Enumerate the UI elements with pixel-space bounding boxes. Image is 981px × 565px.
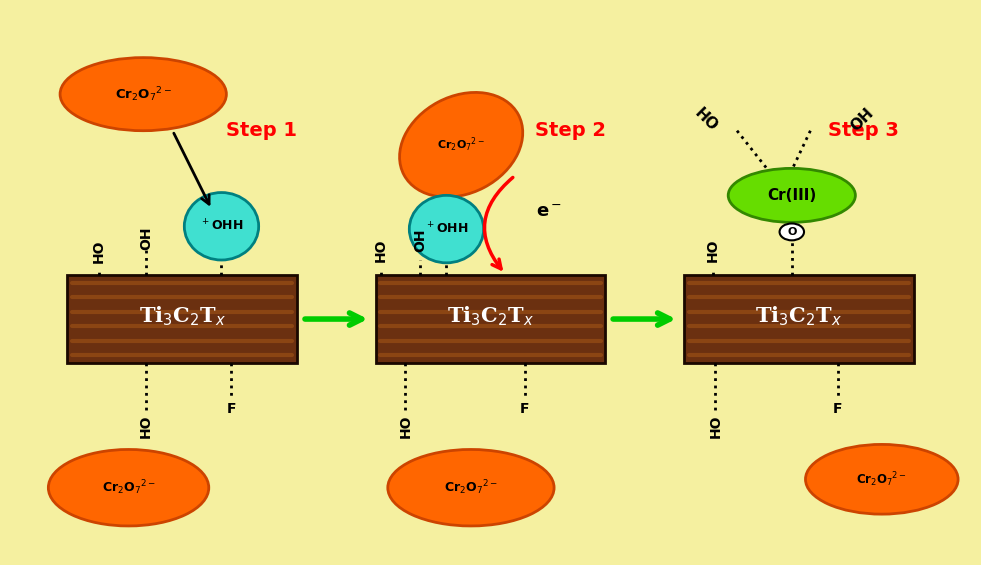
Text: OH: OH	[848, 105, 877, 134]
Text: HO: HO	[705, 238, 719, 262]
Text: HO: HO	[139, 414, 153, 438]
Ellipse shape	[728, 168, 855, 223]
Text: Step 3: Step 3	[828, 121, 899, 140]
FancyBboxPatch shape	[68, 276, 297, 363]
Text: Step 2: Step 2	[535, 121, 605, 140]
Text: HO: HO	[708, 414, 722, 438]
Text: $^+$OHH: $^+$OHH	[425, 221, 468, 237]
Text: Cr$_2$O$_7$$^{2-}$: Cr$_2$O$_7$$^{2-}$	[115, 85, 172, 103]
Text: F: F	[833, 402, 843, 416]
Text: HO: HO	[92, 240, 106, 263]
Text: Cr(III): Cr(III)	[767, 188, 816, 203]
Text: Cr$_2$O$_7$$^{2-}$: Cr$_2$O$_7$$^{2-}$	[856, 470, 907, 489]
FancyBboxPatch shape	[684, 276, 913, 363]
Ellipse shape	[805, 445, 958, 514]
Ellipse shape	[387, 450, 554, 526]
Ellipse shape	[60, 58, 227, 131]
Text: HO: HO	[692, 105, 720, 134]
Text: OH: OH	[413, 228, 427, 251]
FancyArrowPatch shape	[485, 177, 513, 269]
Text: $^+$OHH: $^+$OHH	[200, 219, 243, 234]
Text: Cr$_2$O$_7$$^{2-}$: Cr$_2$O$_7$$^{2-}$	[444, 479, 497, 497]
FancyBboxPatch shape	[376, 276, 605, 363]
Ellipse shape	[780, 224, 804, 240]
Text: Ti$_3$C$_2$T$_x$: Ti$_3$C$_2$T$_x$	[755, 305, 842, 328]
Text: e$^-$: e$^-$	[537, 203, 562, 221]
Text: F: F	[227, 402, 236, 416]
Ellipse shape	[409, 195, 484, 263]
Text: F: F	[520, 402, 530, 416]
Text: O: O	[787, 227, 797, 237]
Text: Step 1: Step 1	[227, 121, 297, 140]
Ellipse shape	[399, 93, 523, 197]
Text: Cr$_2$O$_7$$^{2-}$: Cr$_2$O$_7$$^{2-}$	[438, 136, 486, 154]
Ellipse shape	[184, 193, 259, 260]
Text: HO: HO	[374, 238, 387, 262]
Text: Ti$_3$C$_2$T$_x$: Ti$_3$C$_2$T$_x$	[139, 305, 226, 328]
Ellipse shape	[48, 450, 209, 526]
Text: HO: HO	[398, 414, 412, 438]
Text: OH: OH	[139, 227, 153, 250]
Text: Cr$_2$O$_7$$^{2-}$: Cr$_2$O$_7$$^{2-}$	[102, 479, 155, 497]
Text: Ti$_3$C$_2$T$_x$: Ti$_3$C$_2$T$_x$	[447, 305, 534, 328]
